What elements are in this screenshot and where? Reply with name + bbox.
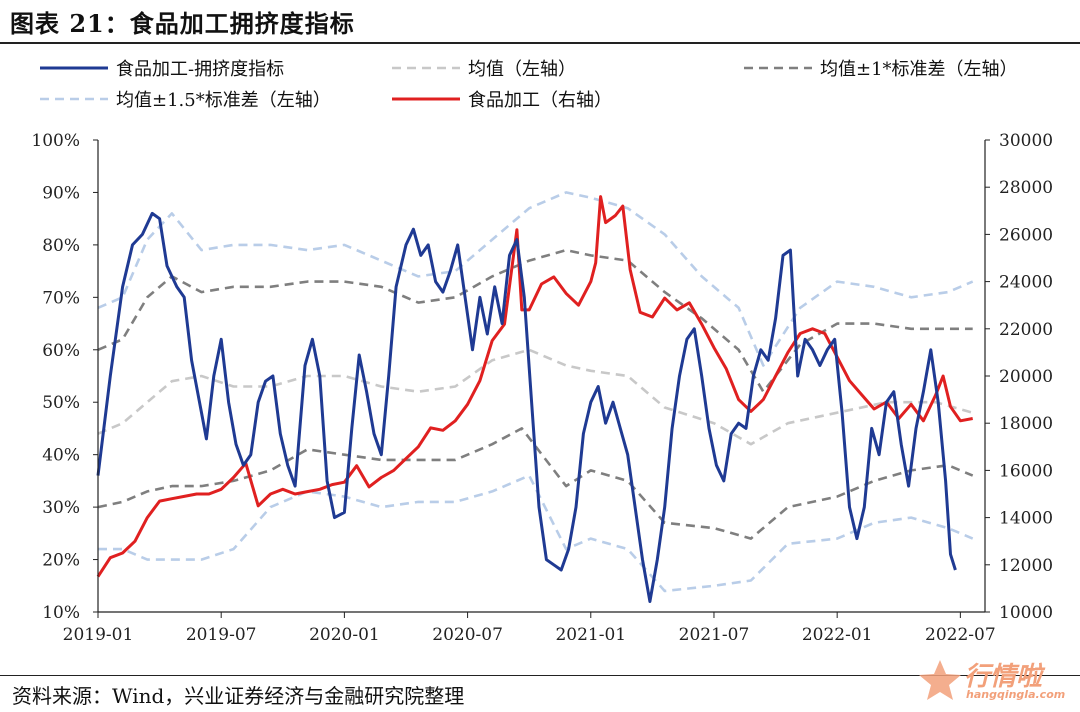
series-line-6 xyxy=(96,195,973,578)
y-left-tick-label: 90% xyxy=(42,183,80,203)
series-line-2 xyxy=(97,248,973,393)
y-left-tick-label: 20% xyxy=(42,551,80,571)
legend-label: 均值±1.5*标准差（左轴） xyxy=(116,90,331,111)
series-line-5 xyxy=(98,474,974,593)
y-right-tick-label: 22000 xyxy=(999,320,1053,340)
legend-label: 食品加工-拥挤度指标 xyxy=(116,59,284,80)
y-left-tick-label: 30% xyxy=(42,498,80,518)
y-right-tick-label: 24000 xyxy=(999,273,1053,293)
watermark: 行情啦 hangqingla.com xyxy=(918,656,1068,706)
source-note: 资料来源：Wind，兴业证券经济与金融研究院整理 xyxy=(12,684,465,708)
x-tick-label: 2020-01 xyxy=(309,625,380,645)
y-right-tick-label: 12000 xyxy=(999,556,1053,576)
y-right-tick-label: 16000 xyxy=(999,461,1053,481)
x-tick-label: 2022-07 xyxy=(925,625,996,645)
x-tick-label: 2021-01 xyxy=(555,625,626,645)
y-right-tick-label: 30000 xyxy=(999,131,1053,151)
y-right-tick-label: 18000 xyxy=(999,414,1053,434)
y-left-tick-label: 80% xyxy=(42,236,80,256)
series-line-1 xyxy=(97,348,974,446)
footer-divider xyxy=(0,675,1080,676)
x-tick-label: 2021-07 xyxy=(679,625,750,645)
y-left-tick-label: 100% xyxy=(31,131,80,151)
series-line-0 xyxy=(96,211,957,603)
star-logo-icon xyxy=(919,660,961,700)
x-tick-label: 2022-01 xyxy=(802,625,873,645)
axes: 100% 90% 80% 70% 60% 50% 40% 30% 20% 10% 30000 2800… xyxy=(31,131,1053,645)
x-tick-label: 2019-01 xyxy=(63,625,134,645)
chart-title: 图表 21：食品加工拥挤度指标 xyxy=(10,9,355,38)
legend-label: 均值±1*标准差（左轴） xyxy=(820,59,1018,80)
y-left-tick-label: 70% xyxy=(42,288,80,308)
y-left-tick-label: 40% xyxy=(42,446,80,466)
plot-area xyxy=(96,191,974,603)
title-divider xyxy=(0,42,1080,44)
y-right-tick-label: 26000 xyxy=(999,225,1053,245)
chart: 食品加工-拥挤度指标 均值（左轴） 均值±1*标准差（左轴） 均值±1.5*标准差（左… xyxy=(31,59,1053,645)
series-line-3 xyxy=(97,427,974,540)
legend-label: 食品加工（右轴） xyxy=(468,90,612,111)
watermark-url: hangqingla.com xyxy=(966,688,1066,701)
series-line-4 xyxy=(97,191,974,367)
x-tick-label: 2019-07 xyxy=(186,625,257,645)
y-right-tick-label: 28000 xyxy=(999,178,1053,198)
watermark-name: 行情啦 xyxy=(964,662,1043,692)
y-left-tick-label: 60% xyxy=(42,341,80,361)
x-tick-label: 2020-07 xyxy=(432,625,503,645)
legend-label: 均值（左轴） xyxy=(468,59,576,80)
y-right-tick-label: 14000 xyxy=(999,509,1053,529)
y-right-tick-label: 10000 xyxy=(999,603,1053,623)
legend: 食品加工-拥挤度指标 均值（左轴） 均值±1*标准差（左轴） 均值±1.5*标准差（左… xyxy=(40,59,1018,111)
y-right-tick-label: 20000 xyxy=(999,367,1053,387)
y-left-tick-label: 50% xyxy=(42,393,80,413)
y-left-tick-label: 10% xyxy=(42,603,80,623)
